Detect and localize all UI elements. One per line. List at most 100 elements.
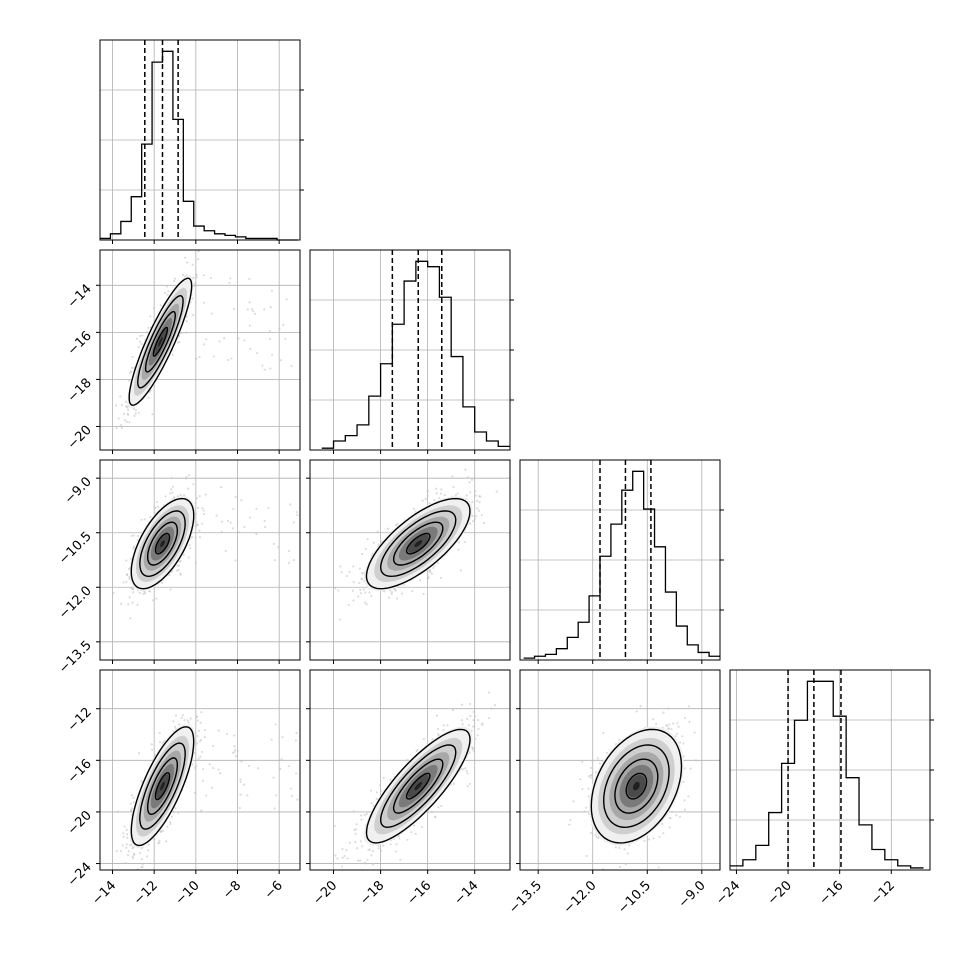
scatter-point [287,549,291,553]
scatter-point [389,843,392,846]
scatter-point [248,277,251,281]
scatter-point [255,507,258,510]
scatter-point [452,485,455,489]
scatter-point [364,547,367,551]
scatter-point [364,591,367,594]
scatter-point [361,845,364,848]
scatter-point [422,592,425,596]
scatter-point [487,716,491,720]
scatter-point [133,853,136,856]
scatter-point [370,789,373,792]
scatter-point [220,530,223,533]
scatter-point [382,844,385,847]
scatter-point [290,794,294,797]
panel-content [310,670,510,870]
scatter-point [170,488,173,491]
scatter-point [675,732,678,735]
scatter-point [387,596,391,599]
density-level-5 [414,540,423,547]
scatter-point [355,847,359,850]
scatter-point [138,851,142,855]
scatter-point [232,307,235,310]
scatter-point [117,417,120,420]
scatter-point [437,806,440,809]
scatter-point [248,324,251,327]
scatter-point [687,795,690,798]
scatter-point [179,572,182,575]
scatter-point [125,559,128,562]
scatter-point [205,794,208,797]
scatter-point [424,497,427,500]
scatter-point [357,595,360,598]
scatter-point [129,809,133,812]
scatter-point [199,755,202,758]
panel-content [310,460,510,660]
scatter-point [292,521,295,524]
scatter-point [176,495,179,498]
scatter-point [396,597,399,600]
scatter-point [195,496,199,500]
scatter-point [346,857,349,860]
scatter-point [284,337,287,340]
scatter-point [188,544,191,547]
scatter-point [379,849,382,852]
scatter-point [182,494,186,497]
scatter-point [406,838,409,841]
scatter-point [201,779,204,782]
scatter-point [153,838,156,841]
scatter-point [379,783,382,787]
scatter-point [411,590,414,593]
scatter-point [185,331,188,334]
scatter-point [419,579,422,582]
contour-1 [379,744,457,829]
scatter-point [151,748,154,751]
scatter-point [135,337,138,340]
scatter-point [125,846,128,849]
scatter-point [473,750,476,753]
scatter-point [420,825,424,829]
scatter-point [127,408,130,412]
scatter-point [171,491,174,494]
scatter-point [341,856,344,859]
scatter-point [263,368,266,371]
scatter-point [438,496,441,499]
scatter-point [468,782,471,785]
scatter-point [208,763,211,766]
scatter-point [390,592,393,595]
scatter-point [683,799,686,802]
scatter-point [474,737,477,740]
scatter-point [195,764,198,767]
scatter-point [219,772,222,775]
scatter-point [140,342,143,346]
scatter-point [435,492,438,495]
scatter-point [246,794,249,797]
scatter-point [348,841,352,844]
scatter-point [435,714,439,717]
scatter-point [340,571,343,574]
scatter-point [155,500,159,504]
scatter-point [352,810,355,813]
scatter-point [454,494,457,497]
contour-1 [137,294,184,389]
scatter-point [474,490,477,493]
scatter-point [127,567,131,571]
scatter-point [287,561,290,564]
scatter-point [273,559,277,562]
scatter-point [173,277,177,280]
scatter-point [469,522,472,525]
scatter-point [129,617,132,620]
scatter-point [148,590,151,593]
scatter-point [471,748,474,751]
scatter-point [285,298,288,301]
scatter-point [354,841,357,844]
scatter-point [127,850,130,853]
scatter-point [257,767,260,770]
scatter-point [202,509,205,512]
scatter-point [668,826,671,829]
scatter-point [466,476,470,479]
scatter-point [269,367,272,370]
scatter-point [124,861,127,865]
scatter-point [123,825,126,828]
scatter-point [132,545,136,548]
